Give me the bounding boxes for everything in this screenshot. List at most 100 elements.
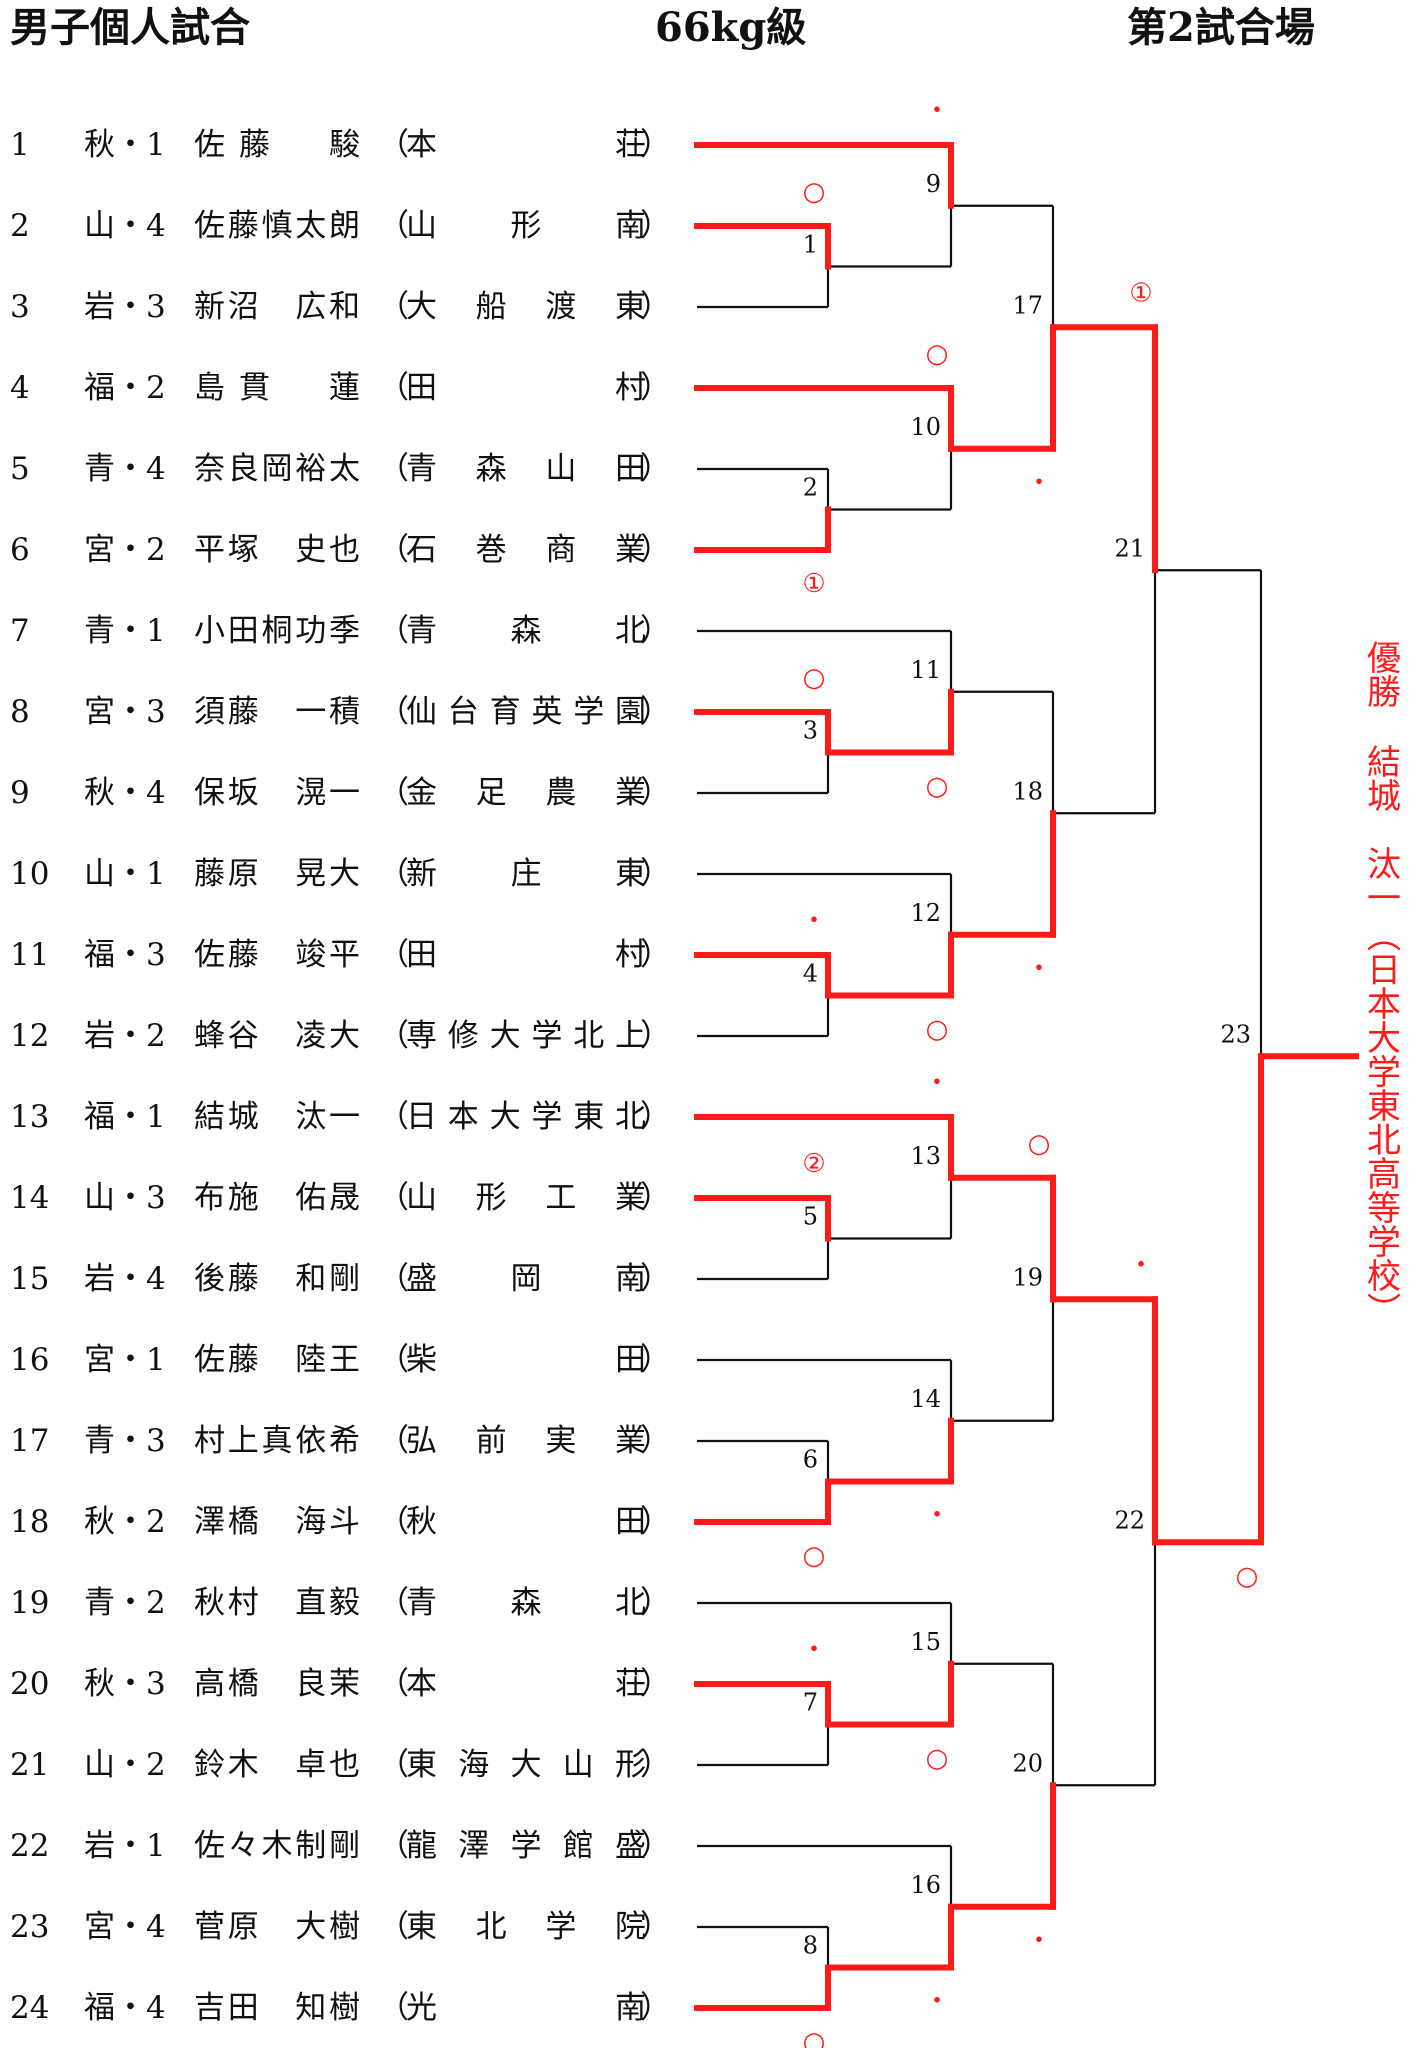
- open-paren: （: [378, 1828, 409, 1864]
- entry-name: 佐藤 駿: [194, 127, 360, 163]
- match-number: 17: [1012, 291, 1043, 319]
- close-paren: ）: [640, 1585, 671, 1621]
- entry-seed-number: 15: [10, 1261, 50, 1297]
- open-paren: （: [378, 1585, 409, 1621]
- entry-prefecture: 宮・1: [84, 1342, 166, 1378]
- entry-name: 秋村 直毅: [194, 1585, 360, 1621]
- close-paren: ）: [640, 451, 671, 487]
- close-paren: ）: [640, 289, 671, 325]
- result-mark: ○: [926, 339, 949, 369]
- entry-school: 龍澤学館盛: [406, 1828, 646, 1864]
- entry-school: 光南: [406, 1990, 646, 2026]
- entry-prefecture: 宮・3: [84, 694, 166, 730]
- entry-name: 吉田 知樹: [194, 1990, 360, 2026]
- entry-prefecture: 青・3: [84, 1423, 166, 1459]
- entry-seed-number: 6: [10, 532, 30, 568]
- open-paren: （: [378, 532, 409, 568]
- close-paren: ）: [640, 127, 671, 163]
- entry-seed-number: 22: [10, 1828, 50, 1864]
- entry-school: 本荘: [406, 1666, 646, 1702]
- entry-name: 結城 汰一: [194, 1099, 360, 1135]
- match-number: 22: [1114, 1506, 1145, 1534]
- entry-school: 秋田: [406, 1504, 646, 1540]
- entry-name: 佐藤 竣平: [194, 937, 360, 973]
- entry-name: 奈良岡裕太: [194, 451, 360, 487]
- entry-seed-number: 11: [10, 937, 50, 973]
- champion-school: （日本大学東北高等学校）: [1360, 918, 1401, 1326]
- close-paren: ）: [640, 1018, 671, 1054]
- entry-prefecture: 福・2: [84, 370, 166, 406]
- entry-prefecture: 秋・2: [84, 1504, 166, 1540]
- match-number: 12: [910, 899, 941, 927]
- entry-school: 柴田: [406, 1342, 646, 1378]
- close-paren: ）: [640, 1504, 671, 1540]
- open-paren: （: [378, 1018, 409, 1054]
- close-paren: ）: [640, 1099, 671, 1135]
- entry-seed-number: 3: [10, 289, 30, 325]
- entry-seed-number: 2: [10, 208, 30, 244]
- close-paren: ）: [640, 1180, 671, 1216]
- entry-school: 弘前実業: [406, 1423, 646, 1459]
- entry-seed-number: 23: [10, 1909, 50, 1945]
- close-paren: ）: [640, 370, 671, 406]
- entry-name: 佐々木制剛: [194, 1828, 360, 1864]
- entry-seed-number: 20: [10, 1666, 50, 1702]
- result-mark: ○: [803, 177, 826, 207]
- entry-school: 東海大山形: [406, 1747, 646, 1783]
- entry-prefecture: 秋・4: [84, 775, 166, 811]
- match-number: 8: [803, 1932, 818, 1960]
- entry-prefecture: 福・1: [84, 1099, 166, 1135]
- result-mark: ①: [1129, 278, 1152, 308]
- result-mark: ○: [1236, 1561, 1259, 1591]
- entry-school: 田村: [406, 370, 646, 406]
- result-mark: ・: [1026, 468, 1052, 498]
- entry-school: 盛岡南: [406, 1261, 646, 1297]
- result-mark: ・: [801, 906, 827, 936]
- entry-name: 藤原 晃大: [194, 856, 360, 892]
- open-paren: （: [378, 775, 409, 811]
- entry-prefecture: 宮・4: [84, 1909, 166, 1945]
- match-number: 2: [803, 474, 818, 502]
- weight-class-title: 66kg級: [655, 4, 807, 51]
- entry-school: 日本大学東北: [406, 1099, 646, 1135]
- close-paren: ）: [640, 1747, 671, 1783]
- court-title: 第2試合場: [1127, 4, 1315, 51]
- entry-school: 青森北: [406, 1585, 646, 1621]
- result-mark: ・: [1026, 1926, 1052, 1956]
- open-paren: （: [378, 370, 409, 406]
- open-paren: （: [378, 1909, 409, 1945]
- match-number: 7: [803, 1689, 818, 1717]
- result-mark: ○: [803, 663, 826, 693]
- entry-name: 蜂谷 凌大: [194, 1018, 360, 1054]
- entry-name: 菅原 大樹: [194, 1909, 360, 1945]
- open-paren: （: [378, 1504, 409, 1540]
- close-paren: ）: [640, 1342, 671, 1378]
- entry-prefecture: 福・3: [84, 937, 166, 973]
- entry-seed-number: 18: [10, 1504, 50, 1540]
- close-paren: ）: [640, 1261, 671, 1297]
- match-number: 20: [1012, 1749, 1043, 1777]
- match-number: 18: [1012, 777, 1043, 805]
- close-paren: ）: [640, 532, 671, 568]
- entry-school: 田村: [406, 937, 646, 973]
- entry-seed-number: 17: [10, 1423, 50, 1459]
- entry-name: 佐藤 陸王: [194, 1342, 360, 1378]
- entry-school: 大船渡東: [406, 289, 646, 325]
- result-mark: ②: [802, 1149, 825, 1179]
- entry-school: 青森山田: [406, 451, 646, 487]
- close-paren: ）: [640, 208, 671, 244]
- match-number: 19: [1012, 1263, 1043, 1291]
- entry-school: 山形工業: [406, 1180, 646, 1216]
- entry-seed-number: 10: [10, 856, 50, 892]
- match-number: 1: [803, 231, 818, 259]
- match-number: 14: [910, 1385, 941, 1413]
- open-paren: （: [378, 1666, 409, 1702]
- entry-prefecture: 青・2: [84, 1585, 166, 1621]
- match-number: 11: [910, 656, 941, 684]
- entry-prefecture: 福・4: [84, 1990, 166, 2026]
- result-mark: ・: [1026, 954, 1052, 984]
- entry-seed-number: 5: [10, 451, 30, 487]
- close-paren: ）: [640, 856, 671, 892]
- open-paren: （: [378, 937, 409, 973]
- result-mark: ○: [803, 2027, 826, 2048]
